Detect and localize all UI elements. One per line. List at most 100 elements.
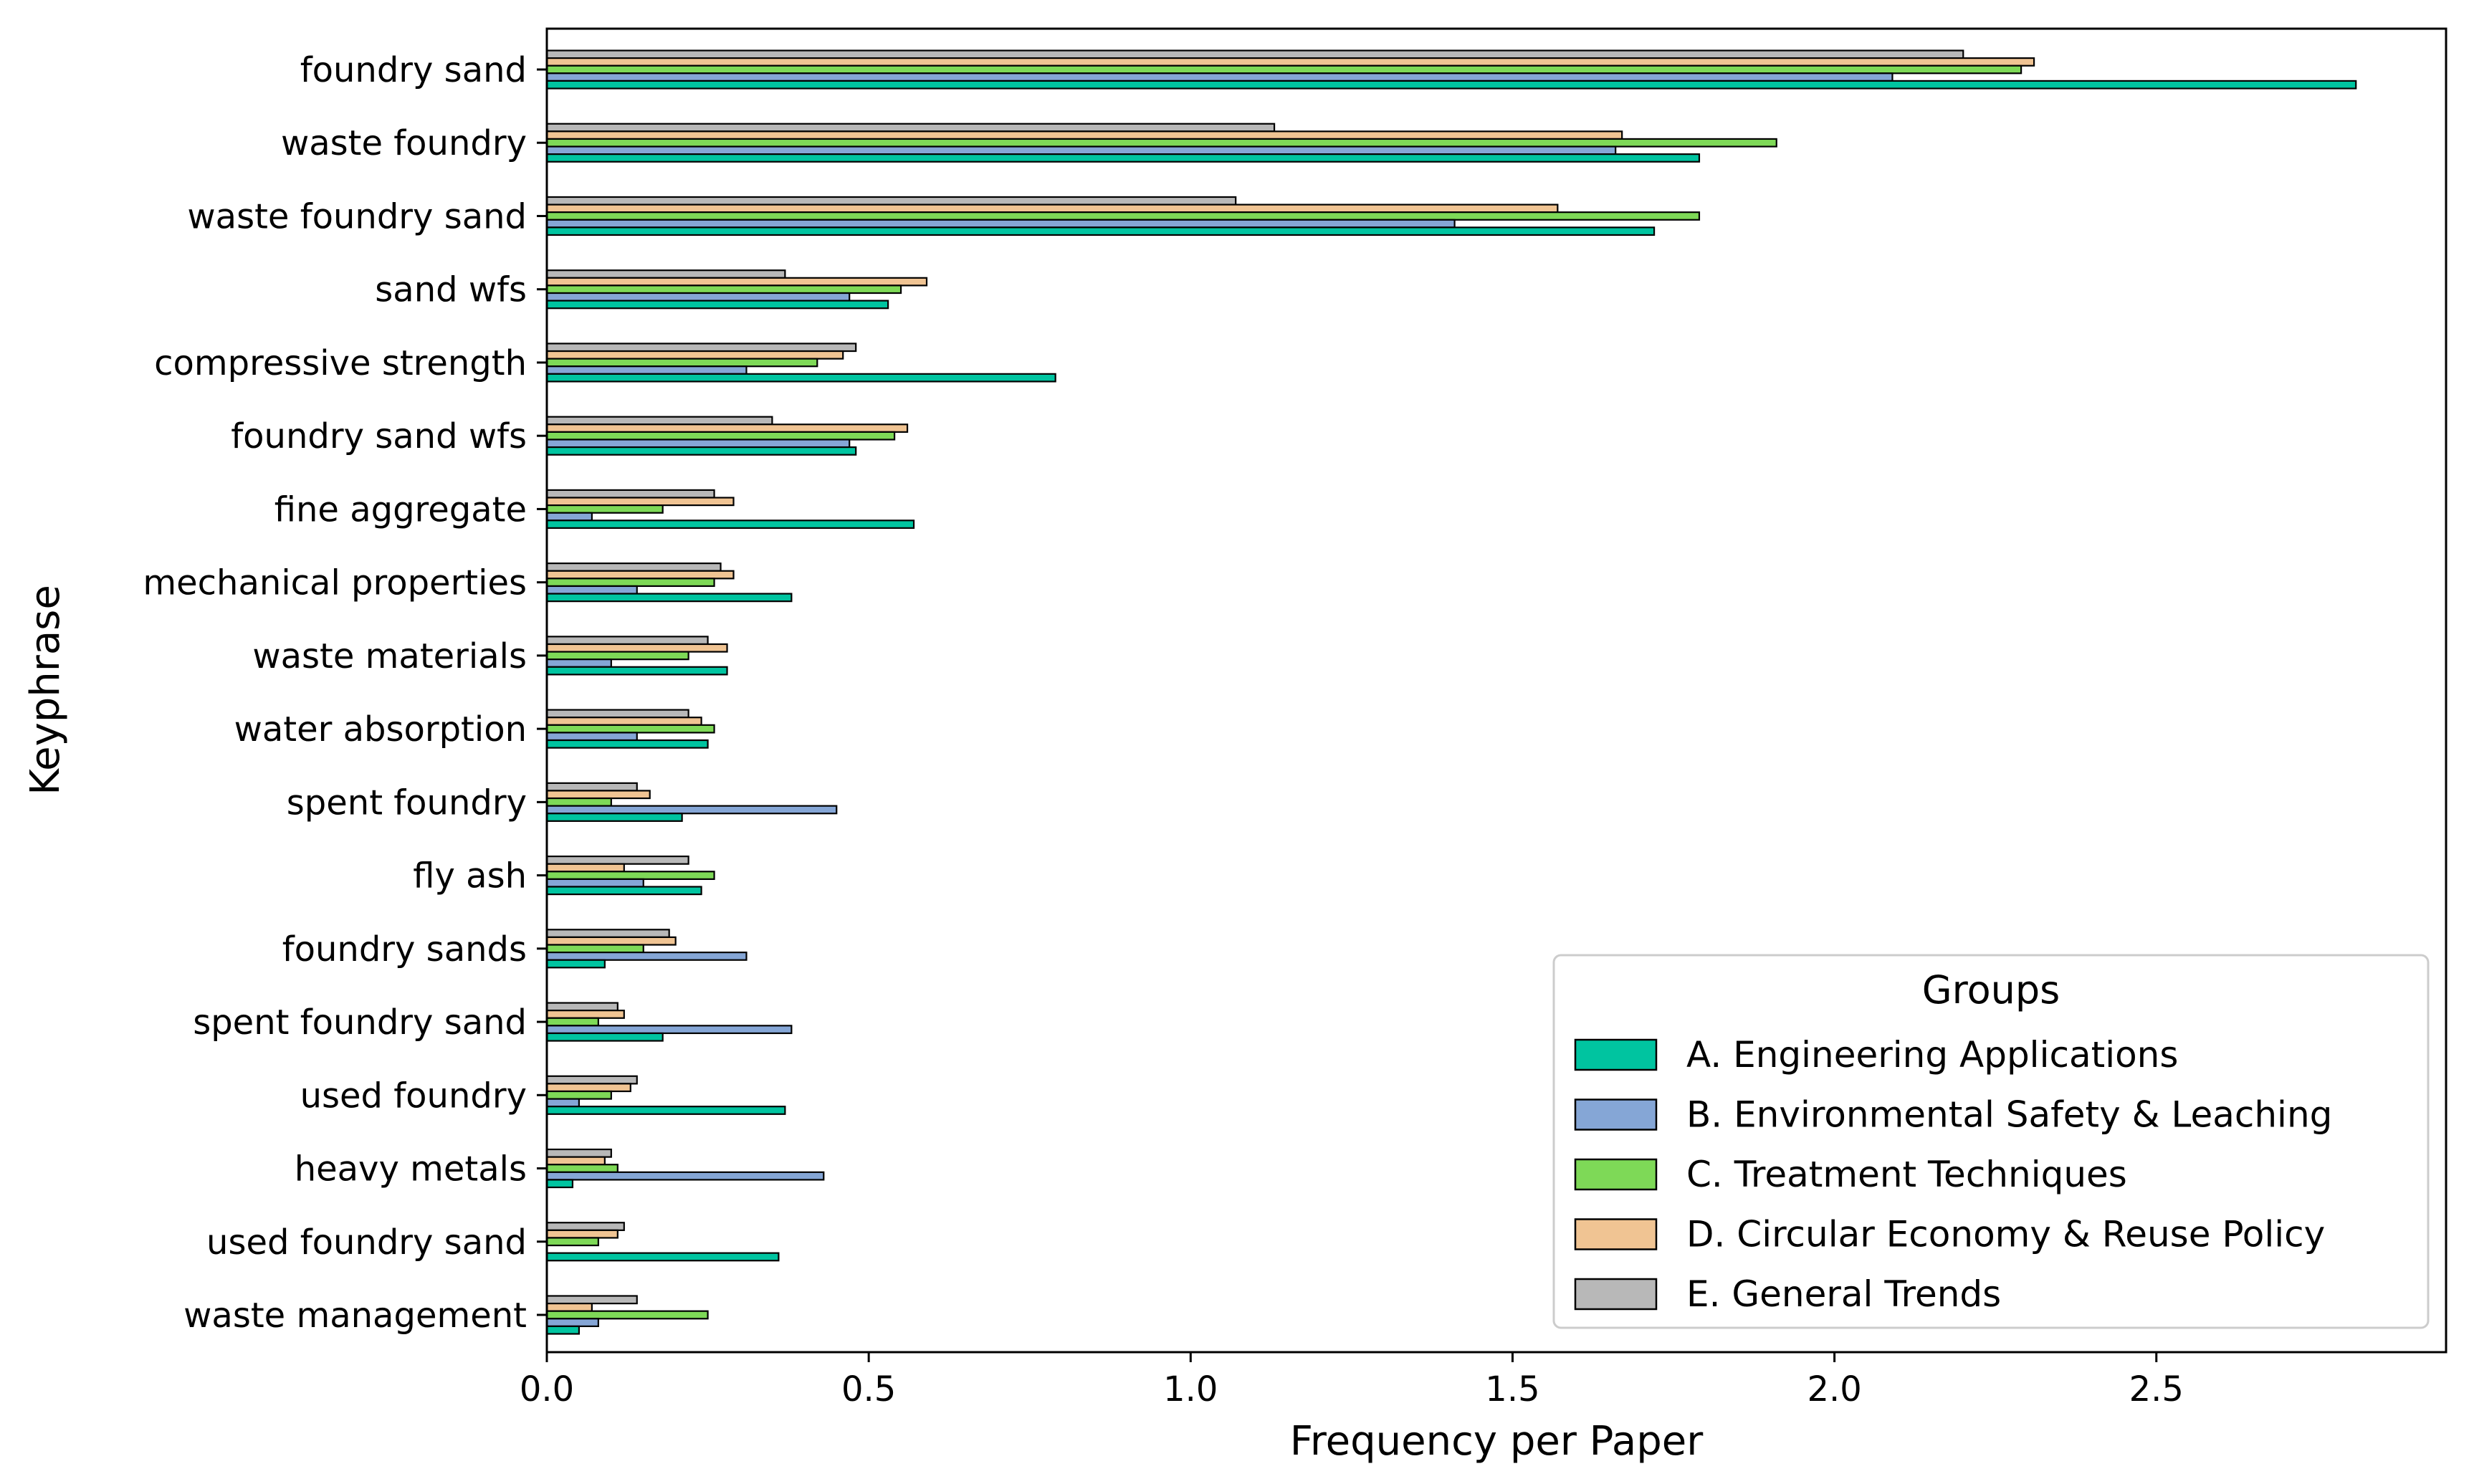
bar xyxy=(545,709,689,719)
bar xyxy=(545,585,638,595)
bar xyxy=(545,570,735,580)
bar xyxy=(545,593,793,603)
bar xyxy=(545,1179,574,1189)
bar xyxy=(545,292,851,302)
bar xyxy=(545,959,606,969)
bar xyxy=(545,277,928,287)
bar xyxy=(545,797,612,807)
bar xyxy=(545,130,1623,140)
bar xyxy=(545,1318,599,1328)
bar xyxy=(545,350,844,360)
x-tick-label: 2.0 xyxy=(1807,1369,1861,1409)
y-axis: foundry sand waste foundry waste foundry s… xyxy=(143,50,547,1336)
bar xyxy=(545,49,1964,59)
bar xyxy=(545,732,638,742)
bar xyxy=(545,520,915,530)
y-tick-label: used foundry sand xyxy=(206,1222,527,1263)
bar xyxy=(545,952,748,961)
legend-entry: E. General Trends xyxy=(1686,1273,2001,1315)
bar xyxy=(545,936,677,946)
bar xyxy=(545,790,651,800)
y-tick-label: spent foundry xyxy=(287,782,527,823)
bar xyxy=(545,805,838,815)
bar xyxy=(545,211,1701,221)
legend-swatch xyxy=(1574,1158,1658,1191)
bar xyxy=(545,1075,638,1085)
bar xyxy=(545,739,709,749)
bar xyxy=(545,1010,625,1019)
y-tick-label: waste foundry sand xyxy=(187,196,527,236)
x-tick-label: 0.5 xyxy=(841,1369,896,1409)
x-tick-label: 0.0 xyxy=(520,1369,574,1409)
bar xyxy=(545,431,896,441)
bar xyxy=(545,863,625,873)
bar xyxy=(545,446,857,456)
bar xyxy=(545,153,1701,163)
bar xyxy=(545,57,2035,67)
bar xyxy=(545,1171,825,1181)
x-axis-label: Frequency per Paper xyxy=(1290,1418,1704,1465)
bar xyxy=(545,504,664,514)
legend-title: Groups xyxy=(1922,967,2060,1013)
bar xyxy=(545,1098,581,1108)
bar xyxy=(545,1237,599,1247)
y-tick-label: compressive strength xyxy=(154,343,527,383)
bar xyxy=(545,666,728,676)
legend-swatch xyxy=(1574,1218,1658,1250)
bar xyxy=(545,944,644,954)
bar xyxy=(545,423,909,433)
bar xyxy=(545,929,670,939)
bar xyxy=(545,878,644,888)
bar xyxy=(545,1164,619,1173)
bar xyxy=(545,717,702,726)
bar xyxy=(545,512,593,522)
y-axis-label: Keyphrase xyxy=(22,585,69,795)
bar xyxy=(545,489,715,499)
bar xyxy=(545,416,773,426)
bar xyxy=(545,300,889,310)
bar xyxy=(545,578,715,588)
bar xyxy=(545,80,2357,90)
legend-entry: C. Treatment Techniques xyxy=(1686,1154,2127,1195)
bar xyxy=(545,1222,625,1231)
bar xyxy=(545,1106,786,1115)
bar xyxy=(545,1295,638,1305)
bar xyxy=(545,358,818,368)
y-tick-label: foundry sands xyxy=(282,929,527,970)
bar xyxy=(545,1325,581,1335)
bar xyxy=(545,643,728,653)
bar xyxy=(545,813,683,822)
legend-frame xyxy=(1552,954,2430,1329)
bar xyxy=(545,1156,606,1166)
bar xyxy=(545,439,851,449)
legend: Groups A. Engineering Applications B. Env… xyxy=(1552,954,2430,1329)
y-tick-label: waste materials xyxy=(252,636,527,676)
bar xyxy=(545,365,748,375)
legend-swatch xyxy=(1574,1098,1658,1131)
bar xyxy=(545,196,1237,206)
bar xyxy=(545,1252,780,1262)
y-tick-label: water absorption xyxy=(234,709,527,750)
y-tick-label: waste management xyxy=(183,1296,527,1336)
bar xyxy=(545,636,709,646)
plot-area xyxy=(545,27,2447,1354)
y-tick-label: mechanical properties xyxy=(143,563,527,603)
bar xyxy=(545,284,902,295)
bar xyxy=(545,1310,709,1320)
bar xyxy=(545,64,2023,75)
x-tick-label: 2.5 xyxy=(2129,1369,2184,1409)
bar xyxy=(545,1002,619,1012)
bar xyxy=(545,373,1056,383)
bar xyxy=(545,226,1656,236)
bar xyxy=(545,886,702,896)
legend-items: A. Engineering Applications B. Environmen… xyxy=(1574,1034,2332,1315)
bar xyxy=(545,1032,664,1042)
bar xyxy=(545,563,722,572)
bar xyxy=(545,204,1559,214)
bar xyxy=(545,269,786,279)
legend-entry: D. Circular Economy & Reuse Policy xyxy=(1686,1214,2325,1255)
bar xyxy=(545,871,715,880)
bar xyxy=(545,1017,599,1027)
bar xyxy=(545,1229,619,1239)
bars-group xyxy=(545,49,2357,1335)
